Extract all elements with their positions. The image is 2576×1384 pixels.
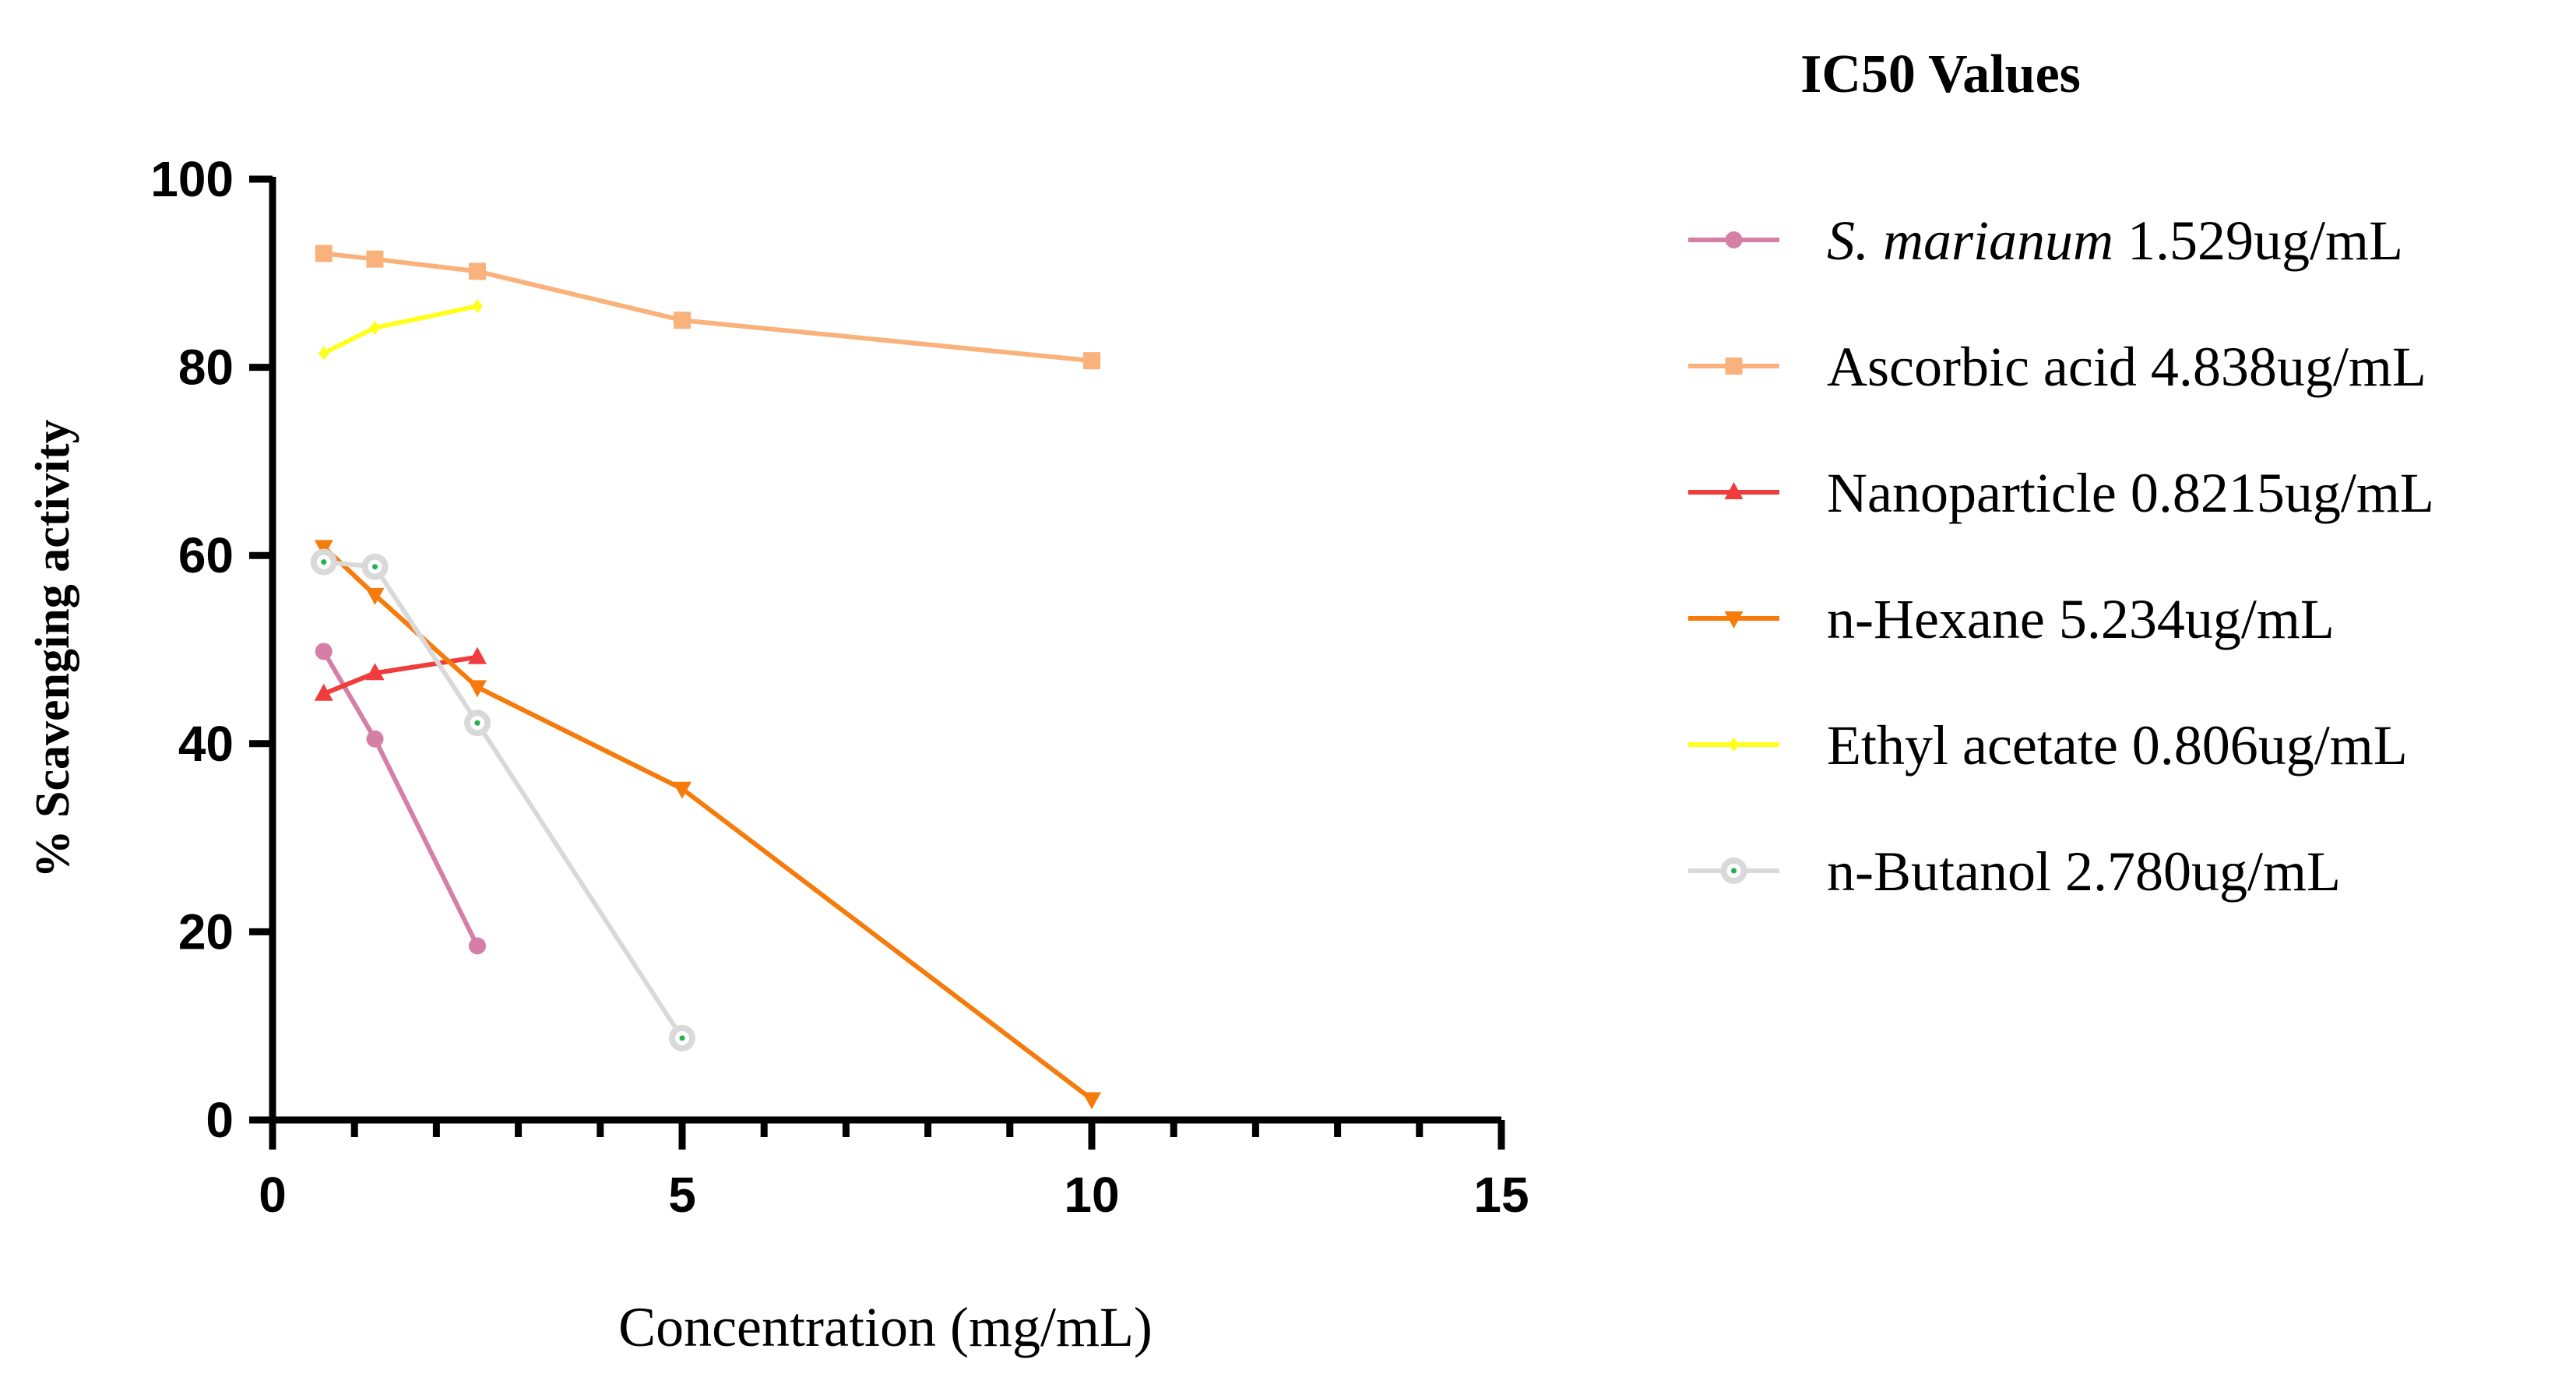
s-marianum-marker — [366, 730, 384, 748]
series-s-marianum — [315, 643, 486, 955]
nanoparticle-marker — [314, 683, 333, 701]
n-hexane-marker — [673, 781, 692, 799]
x-tick-label: 10 — [1064, 1167, 1119, 1223]
legend-item-ascorbic-acid: Ascorbic acid 4.838ug/mL — [1688, 336, 2426, 398]
ascorbic-acid-marker — [674, 312, 691, 329]
series-n-butanol — [310, 548, 695, 1051]
n-butanol-marker-dot — [372, 564, 378, 570]
series-ethyl-acetate — [318, 299, 483, 361]
legend-label: n-Butanol 2.780ug/mL — [1827, 840, 2341, 903]
y-tick-label: 60 — [178, 527, 234, 583]
n-hexane-marker — [1724, 611, 1744, 629]
ascorbic-acid-line — [323, 251, 1093, 364]
y-tick-label: 100 — [150, 151, 234, 207]
legend-label: Nanoparticle 0.8215ug/mL — [1827, 462, 2434, 524]
n-hexane-marker — [468, 680, 487, 698]
n-butanol-marker-dot — [679, 1035, 685, 1041]
x-axis-title: Concentration (mg/mL) — [618, 1296, 1153, 1358]
ascorbic-acid-marker — [1725, 357, 1743, 375]
legend-item-n-hexane: n-Hexane 5.234ug/mL — [1688, 588, 2335, 650]
series-nanoparticle — [314, 646, 487, 701]
n-hexane-marker — [314, 540, 333, 558]
n-butanol-line — [323, 559, 684, 1040]
ascorbic-acid-marker — [366, 250, 384, 268]
x-tick-label: 5 — [668, 1167, 696, 1223]
legend-label: Ethyl acetate 0.806ug/mL — [1827, 714, 2408, 777]
nanoparticle-marker — [468, 646, 487, 664]
legend: S. marianum 1.529ug/mL Ascorbic acid 4.83… — [1688, 210, 2434, 903]
ethyl-acetate-marker — [472, 299, 483, 314]
legend-label: S. marianum 1.529ug/mL — [1827, 210, 2403, 272]
n-butanol-marker-dot — [474, 720, 480, 726]
ethyl-acetate-marker — [318, 346, 329, 361]
s-marianum-marker — [1725, 231, 1743, 248]
nanoparticle-marker — [365, 663, 385, 681]
n-butanol-marker-dot — [1731, 868, 1737, 874]
y-tick-label: 0 — [206, 1092, 234, 1148]
legend-item-n-butanol: n-Butanol 2.780ug/mL — [1688, 840, 2341, 903]
nanoparticle-marker — [1724, 482, 1744, 499]
legend-item-nanoparticle: Nanoparticle 0.8215ug/mL — [1688, 462, 2434, 524]
legend-item-s-marianum: S. marianum 1.529ug/mL — [1688, 210, 2403, 272]
s-marianum-line — [322, 650, 480, 947]
ascorbic-acid-marker — [469, 262, 486, 280]
series-n-hexane — [314, 540, 1101, 1110]
x-tick-label: 0 — [259, 1167, 287, 1223]
ethyl-acetate-line — [322, 304, 478, 356]
series-layer — [310, 245, 1101, 1110]
legend-item-ethyl-acetate: Ethyl acetate 0.806ug/mL — [1688, 714, 2408, 777]
n-hexane-line — [322, 545, 1093, 1101]
ascorbic-acid-marker — [1083, 352, 1100, 370]
axes: 0 20 40 60 80 100 0 5 10 15 — [150, 151, 1529, 1223]
ethyl-acetate-marker — [1728, 738, 1740, 752]
y-axis-title: % Scavenging activity — [26, 420, 79, 879]
legend-label: n-Hexane 5.234ug/mL — [1827, 588, 2335, 650]
legend-label: Ascorbic acid 4.838ug/mL — [1827, 336, 2426, 398]
n-hexane-marker — [1082, 1092, 1101, 1110]
n-butanol-marker-dot — [321, 559, 327, 565]
x-tick-label: 15 — [1473, 1167, 1529, 1223]
n-hexane-marker — [365, 587, 385, 605]
ascorbic-acid-marker — [315, 245, 333, 262]
s-marianum-marker — [315, 643, 333, 660]
y-tick-label: 40 — [178, 716, 234, 772]
y-tick-label: 20 — [178, 903, 234, 960]
ethyl-acetate-marker — [369, 320, 381, 335]
series-ascorbic-acid — [315, 245, 1100, 370]
s-marianum-marker — [469, 937, 486, 955]
y-tick-label: 80 — [178, 340, 234, 396]
legend-title: IC50 Values — [1800, 44, 2081, 104]
